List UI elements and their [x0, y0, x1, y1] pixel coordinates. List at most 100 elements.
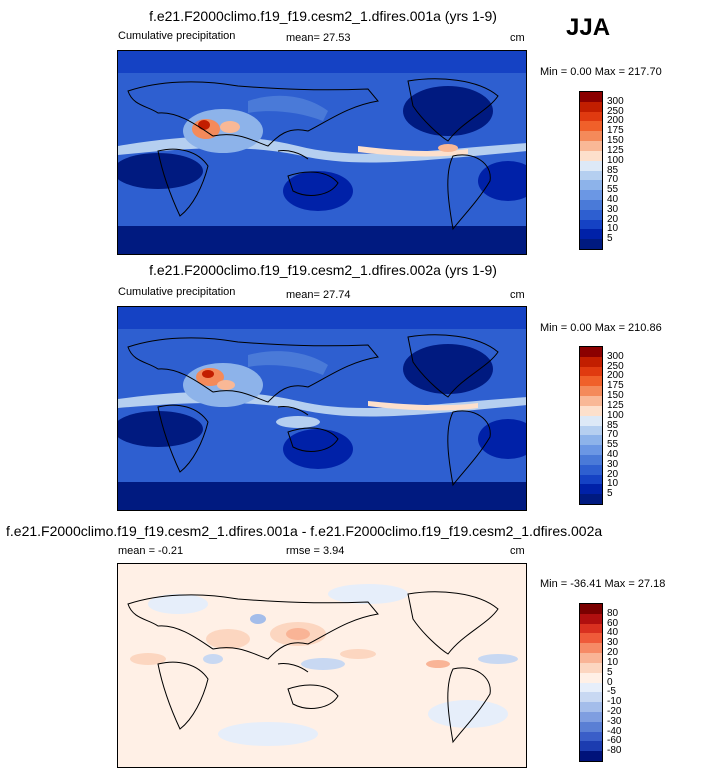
colorbar-swatch — [580, 131, 602, 142]
colorbar-tick-label: 60 — [607, 617, 619, 629]
panel-1-map-svg — [118, 51, 526, 254]
colorbar-swatch — [580, 445, 602, 455]
colorbar-tick-label: 300 — [607, 95, 624, 107]
panel-1-minmax: Min = 0.00 Max = 217.70 — [540, 66, 662, 78]
panel-3-rmse: rmse = 3.94 — [286, 545, 345, 557]
panel-1-units: cm — [510, 32, 525, 44]
colorbar-swatch — [580, 160, 602, 171]
colorbar-tick-label: 200 — [607, 370, 624, 382]
colorbar-swatch — [580, 623, 602, 634]
colorbar-swatch — [580, 396, 602, 406]
colorbar-swatch — [580, 484, 602, 495]
colorbar-tick-label: 70 — [607, 174, 619, 186]
colorbar-tick-label: 150 — [607, 390, 624, 402]
colorbar-tick-label: 55 — [607, 184, 619, 196]
panel-1-colorbar — [579, 91, 603, 250]
colorbar-swatch — [580, 180, 602, 191]
colorbar-tick-label: 20 — [607, 468, 619, 480]
colorbar-tick-label: 20 — [607, 213, 619, 225]
colorbar-swatch — [580, 741, 602, 752]
panel-2-variable-label: Cumulative precipitation — [118, 286, 236, 298]
colorbar-swatch — [580, 209, 602, 220]
panel-3-colorbar — [579, 603, 603, 762]
colorbar-swatch — [580, 386, 602, 397]
colorbar-tick-label: -40 — [607, 725, 622, 737]
panel-2-colorbar — [579, 346, 603, 505]
colorbar-swatch — [580, 435, 602, 446]
colorbar-tick-label: 5 — [607, 666, 613, 678]
colorbar-swatch — [580, 347, 602, 357]
colorbar-tick-label: 100 — [607, 409, 624, 421]
panel-2-units: cm — [510, 289, 525, 301]
colorbar-tick-label: -20 — [607, 705, 622, 717]
colorbar-swatch — [580, 711, 602, 722]
colorbar-tick-label: 55 — [607, 439, 619, 451]
season-label: JJA — [566, 14, 611, 41]
colorbar-tick-label: 5 — [607, 233, 613, 245]
colorbar-swatch — [580, 376, 602, 387]
colorbar-tick-label: 80 — [607, 607, 619, 619]
colorbar-swatch — [580, 682, 602, 693]
colorbar-swatch — [580, 751, 602, 761]
colorbar-tick-label: 100 — [607, 154, 624, 166]
colorbar-swatch — [580, 101, 602, 112]
colorbar-swatch — [580, 731, 602, 742]
colorbar-swatch — [580, 219, 602, 230]
panel-2-mean: mean= 27.74 — [286, 289, 351, 301]
colorbar-tick-label: 40 — [607, 193, 619, 205]
colorbar-tick-label: 20 — [607, 647, 619, 659]
panel-1-mean: mean= 27.53 — [286, 32, 351, 44]
colorbar-swatch — [580, 692, 602, 703]
colorbar-tick-label: 150 — [607, 135, 624, 147]
panel-3-minmax: Min = -36.41 Max = 27.18 — [540, 578, 666, 590]
colorbar-swatch — [580, 653, 602, 663]
colorbar-tick-label: 40 — [607, 627, 619, 639]
colorbar-swatch — [580, 604, 602, 614]
colorbar-tick-label: -80 — [607, 745, 622, 757]
colorbar-swatch — [580, 239, 602, 249]
colorbar-swatch — [580, 199, 602, 210]
colorbar-swatch — [580, 121, 602, 132]
colorbar-tick-label: 250 — [607, 105, 624, 117]
colorbar-swatch — [580, 494, 602, 504]
colorbar-swatch — [580, 633, 602, 644]
colorbar-tick-label: 5 — [607, 488, 613, 500]
colorbar-swatch — [580, 474, 602, 485]
colorbar-swatch — [580, 170, 602, 181]
colorbar-tick-label: 175 — [607, 380, 624, 392]
colorbar-swatch — [580, 721, 602, 732]
colorbar-swatch — [580, 613, 602, 624]
colorbar-tick-label: 200 — [607, 115, 624, 127]
panel-3-mean: mean = -0.21 — [118, 545, 184, 557]
panel-2-minmax: Min = 0.00 Max = 210.86 — [540, 322, 662, 334]
colorbar-tick-label: 30 — [607, 637, 619, 649]
colorbar-swatch — [580, 672, 602, 683]
colorbar-swatch — [580, 150, 602, 161]
panel-1-variable-label: Cumulative precipitation — [118, 30, 236, 42]
panel-1-title: f.e21.F2000climo.f19_f19.cesm2_1.dfires.… — [149, 8, 497, 24]
colorbar-swatch — [580, 92, 602, 102]
panel-3-units: cm — [510, 545, 525, 557]
colorbar-tick-label: 85 — [607, 419, 619, 431]
colorbar-tick-label: -10 — [607, 696, 622, 708]
colorbar-swatch — [580, 111, 602, 122]
colorbar-tick-label: 40 — [607, 448, 619, 460]
colorbar-swatch — [580, 190, 602, 200]
panel-2-map-svg — [118, 307, 526, 510]
colorbar-swatch — [580, 229, 602, 240]
colorbar-swatch — [580, 425, 602, 436]
colorbar-tick-label: 30 — [607, 203, 619, 215]
colorbar-tick-label: 85 — [607, 164, 619, 176]
colorbar-swatch — [580, 643, 602, 654]
colorbar-tick-label: -60 — [607, 735, 622, 747]
colorbar-swatch — [580, 405, 602, 416]
colorbar-tick-label: 30 — [607, 458, 619, 470]
colorbar-tick-label: 10 — [607, 656, 619, 668]
panel-3-map-svg — [118, 564, 526, 767]
colorbar-swatch — [580, 454, 602, 465]
panel-3-map — [117, 563, 527, 768]
colorbar-swatch — [580, 662, 602, 673]
colorbar-tick-label: 300 — [607, 350, 624, 362]
colorbar-swatch — [580, 702, 602, 712]
colorbar-tick-label: 125 — [607, 399, 624, 411]
